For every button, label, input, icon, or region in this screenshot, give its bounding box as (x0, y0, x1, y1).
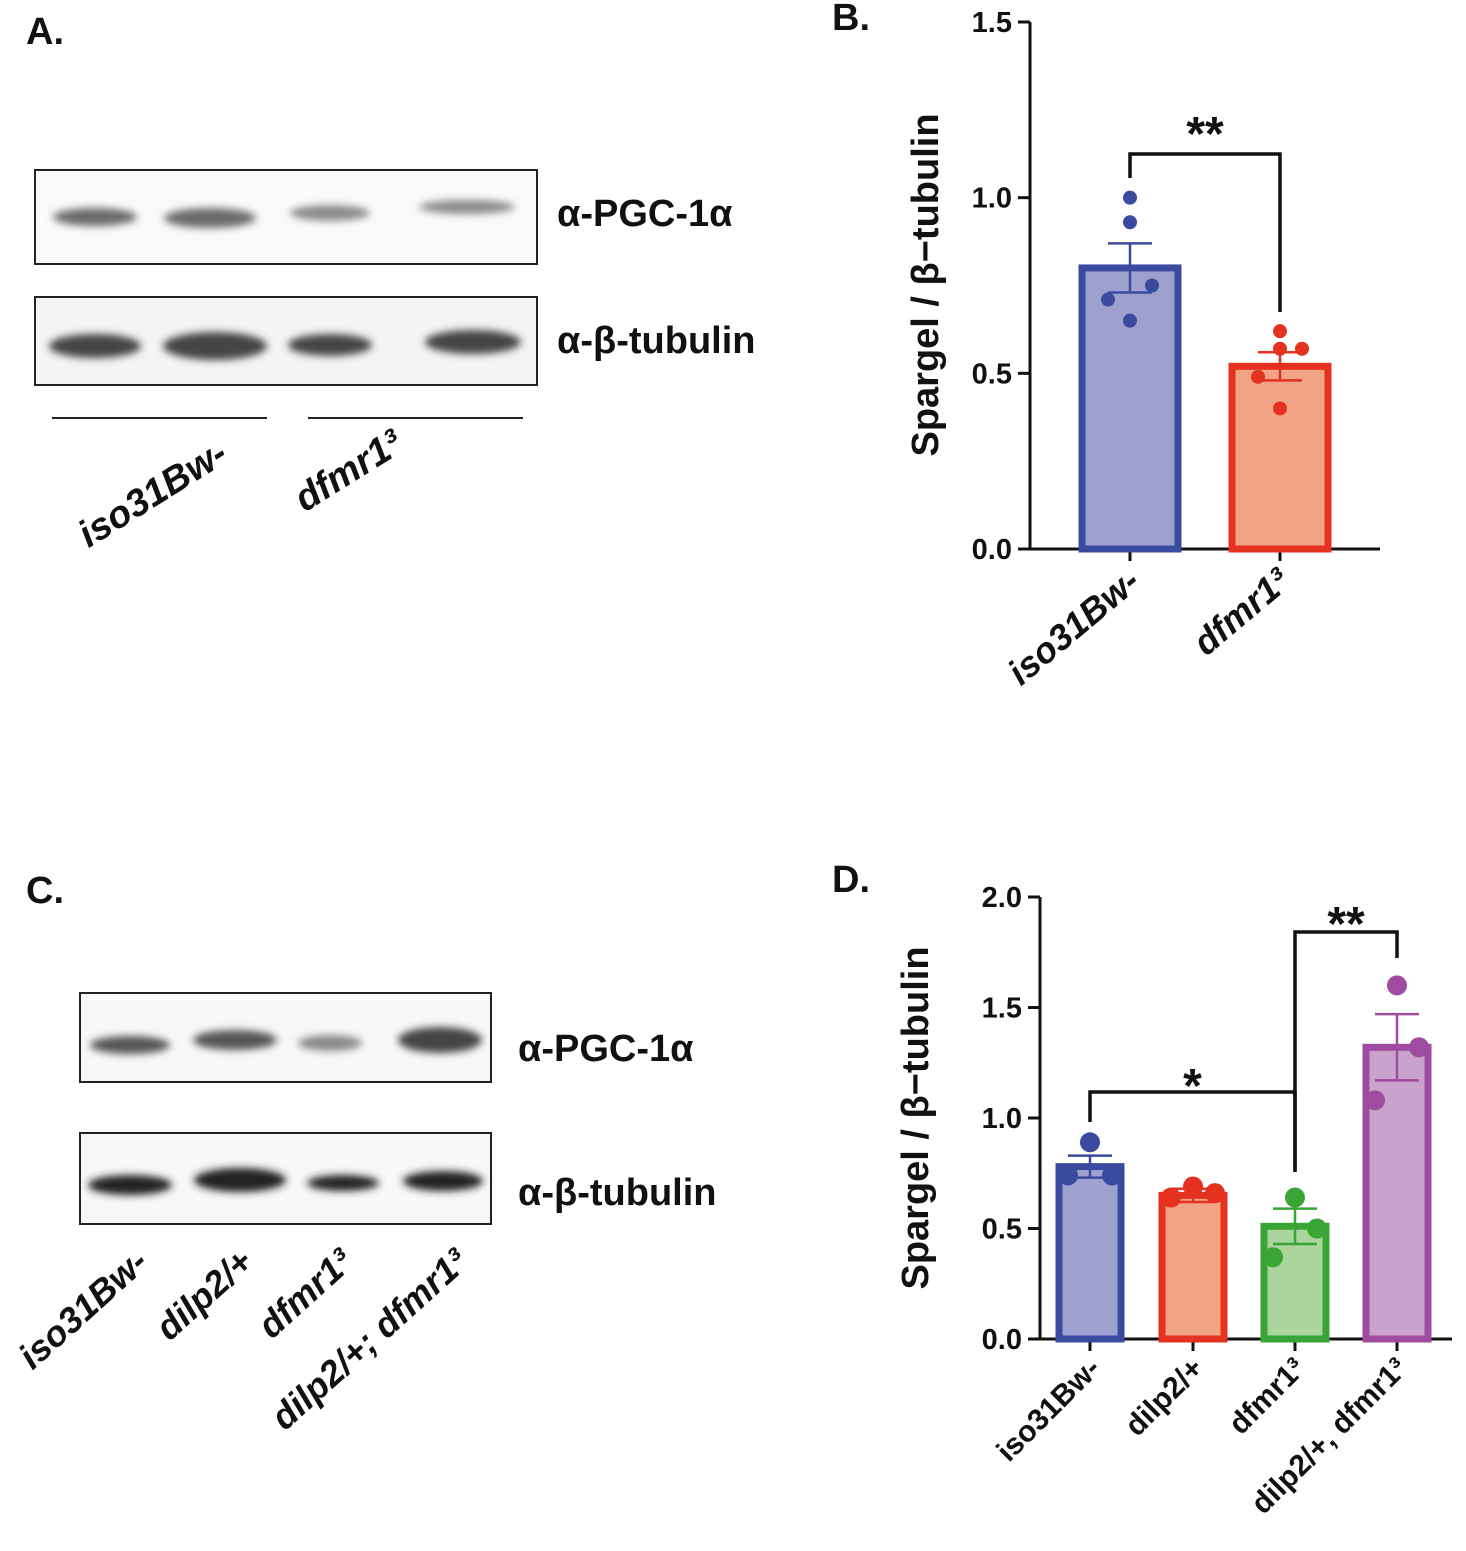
bar (1158, 1191, 1228, 1343)
data-point (1273, 324, 1287, 339)
antibody-label: α-β-tubulin (518, 1172, 716, 1214)
data-point (1251, 369, 1265, 384)
data-point (1273, 401, 1287, 416)
antibody-label: α-PGC-1α (518, 1028, 694, 1070)
y-tick-label: 1.0 (982, 1103, 1022, 1135)
y-tick-label: 1.5 (982, 993, 1022, 1025)
y-axis-label: Spargel / β−tubulin (895, 946, 937, 1289)
x-tick-label: iso31Bw- (1000, 560, 1147, 693)
y-tick-label: 0.0 (972, 534, 1012, 566)
error-bar (1375, 1012, 1419, 1082)
data-point (1123, 190, 1137, 205)
y-axis-label: Spargel / β−tubulin (905, 113, 947, 456)
bar (1055, 1163, 1125, 1343)
data-point (1161, 1187, 1181, 1208)
x-tick-label: iso31Bw- (990, 1352, 1106, 1468)
data-point (1183, 1176, 1203, 1197)
lane-label: dfmr1³ (287, 421, 411, 520)
data-point (1263, 1247, 1283, 1268)
y-tick-label: 2.0 (982, 882, 1022, 914)
significance-label: ** (1186, 108, 1224, 161)
blot-image (34, 169, 538, 419)
significance-bracket (1293, 930, 1399, 1170)
data-point (1123, 313, 1137, 328)
data-point (1080, 1132, 1100, 1153)
data-point (1145, 278, 1159, 293)
y-tick-label: 0.5 (982, 1214, 1022, 1246)
lane-label: dilp2/+; dfmr1³ (263, 1240, 476, 1438)
lane-label: dfmr1³ (250, 1240, 361, 1346)
error-bar (1273, 1207, 1317, 1246)
data-point (1123, 215, 1137, 230)
x-tick-label: dfmr1³ (1223, 1352, 1312, 1441)
significance-bracket (1128, 152, 1282, 312)
y-tick-label: 1.5 (972, 7, 1012, 39)
panel-label: D. (832, 859, 870, 901)
lane-label: iso31Bw- (71, 432, 235, 556)
lane-label: dilp2/+ (147, 1240, 260, 1347)
data-point (1273, 341, 1287, 356)
x-tick-label: dfmr1³ (1185, 559, 1298, 663)
panel-label: B. (832, 0, 870, 39)
panel-label: A. (26, 11, 64, 53)
data-point (1365, 1090, 1385, 1111)
data-point (1101, 292, 1115, 307)
lane-label: iso31Bw- (10, 1240, 155, 1376)
antibody-label: α-β-tubulin (557, 320, 755, 362)
antibody-label: α-PGC-1α (557, 193, 733, 235)
data-point (1205, 1183, 1225, 1204)
x-tick-label: dilp2/+ (1119, 1352, 1210, 1443)
blot-image (79, 992, 492, 1225)
bar (1078, 264, 1182, 553)
data-point (1307, 1218, 1327, 1239)
y-tick-label: 0.0 (982, 1324, 1022, 1356)
data-point (1295, 341, 1309, 356)
data-point (1387, 975, 1407, 996)
significance-label: * (1183, 1060, 1202, 1113)
bar (1228, 362, 1332, 553)
error-bar (1108, 242, 1152, 294)
data-point (1285, 1187, 1305, 1208)
data-point (1409, 1037, 1429, 1058)
significance-label: ** (1327, 898, 1365, 951)
y-tick-label: 0.5 (972, 358, 1012, 390)
data-point (1058, 1165, 1078, 1186)
panel-label: C. (26, 870, 64, 912)
y-tick-label: 1.0 (972, 183, 1012, 215)
data-point (1102, 1165, 1122, 1186)
